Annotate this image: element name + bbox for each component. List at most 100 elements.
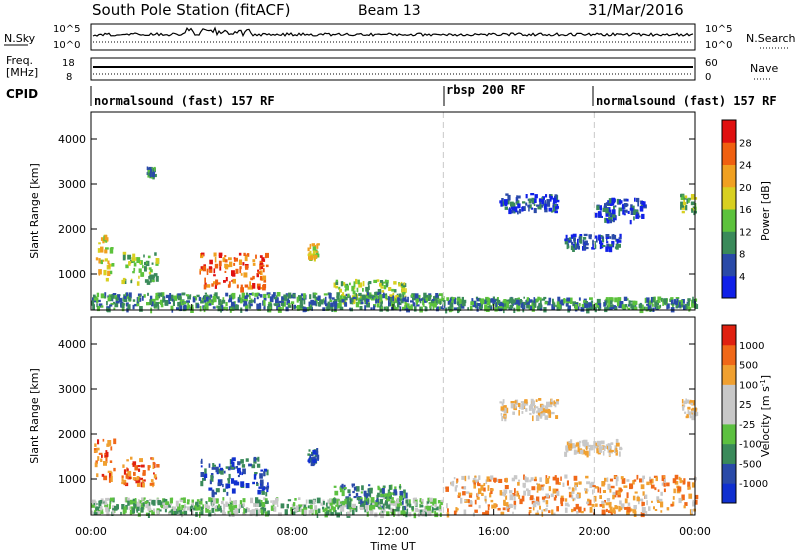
beam-label: Beam 13	[358, 3, 421, 19]
velocity-echo-cell	[536, 510, 539, 515]
velocity-echo-cell	[548, 401, 553, 408]
velocity-echo-cell	[602, 503, 605, 509]
velocity-echo-cell	[660, 491, 663, 496]
velocity-echo-cell	[197, 504, 201, 511]
velocity-echo-cell	[589, 483, 592, 488]
velocity-echo-cell	[533, 407, 536, 410]
velocity-echo-cell	[475, 479, 478, 483]
power-echo-cell	[654, 301, 658, 307]
velocity-echo-cell	[498, 478, 503, 483]
power-echo-cell	[538, 297, 542, 301]
velocity-echo-cell	[612, 491, 616, 496]
velocity-echo-cell	[179, 511, 183, 516]
velocity-echo-cell	[568, 440, 572, 444]
velocity-echo-cell	[564, 502, 569, 507]
power-echo-cell	[528, 205, 530, 212]
power-echo-cell	[547, 199, 549, 203]
velocity-echo-cell	[309, 454, 314, 457]
velocity-echo-cell	[298, 497, 301, 500]
power-echo-cell	[368, 285, 370, 291]
velocity-echo-cell	[227, 478, 230, 481]
power-echo-cell	[113, 301, 116, 305]
velocity-echo-cell	[573, 475, 578, 481]
power-echo-cell	[244, 284, 249, 288]
power-echo-cell	[425, 294, 429, 298]
velocity-echo-cell	[403, 492, 406, 498]
power-echo-cell	[349, 297, 352, 300]
velocity-echo-cell	[278, 512, 282, 516]
power-echo-cell	[553, 207, 556, 212]
power-echo-cell	[614, 205, 617, 208]
velocity-echo-cell	[222, 488, 226, 493]
power-echo-cell	[225, 292, 229, 297]
power-echo-cell	[149, 171, 152, 177]
power-echo-cell	[336, 303, 340, 309]
velocity-echo-cell	[564, 474, 568, 479]
velocity-echo-cell	[560, 502, 564, 507]
power-echo-cell	[650, 297, 653, 303]
velocity-echo-cell	[225, 501, 228, 507]
power-echo-cell	[470, 301, 474, 306]
power-echo-cell	[159, 292, 163, 297]
velocity-echo-cell	[525, 477, 529, 483]
velocity-echo-cell	[109, 460, 113, 463]
velocity-echo-cell	[505, 477, 508, 483]
power-echo-cell	[498, 306, 503, 309]
velocity-echo-cell	[521, 404, 524, 410]
power-echo-cell	[611, 209, 616, 215]
power-echo-cell	[573, 237, 576, 244]
power-echo-cell	[243, 297, 247, 301]
power-echo-cell	[338, 286, 341, 290]
velocity-echo-cell	[326, 506, 330, 509]
power-echo-cell	[645, 306, 649, 312]
velocity-colorbar-tick-label: 100	[739, 380, 758, 391]
velocity-echo-cell	[478, 505, 481, 509]
velocity-echo-cell	[504, 485, 509, 490]
power-colorbar-frame	[721, 119, 737, 299]
velocity-echo-cell	[262, 486, 266, 491]
power-echo-cell	[557, 296, 561, 303]
velocity-echo-cell	[548, 486, 551, 492]
power-echo-cell	[567, 245, 570, 249]
power-echo-cell	[351, 285, 355, 292]
power-echo-cell	[619, 301, 624, 307]
power-echo-cell	[203, 295, 207, 301]
velocity-echo-cell	[679, 477, 682, 484]
velocity-echo-cell	[125, 497, 128, 503]
velocity-echo-cell	[165, 504, 169, 509]
power-echo-cell	[547, 301, 551, 306]
power-echo-cell	[263, 299, 266, 306]
power-echo-cell	[355, 278, 358, 285]
power-echo-cell	[616, 198, 620, 204]
velocity-echo-cell	[430, 501, 434, 504]
power-echo-cell	[627, 307, 631, 310]
velocity-echo-cell	[575, 494, 579, 498]
velocity-echo-cell	[560, 497, 565, 502]
velocity-echo-cell	[262, 503, 265, 507]
velocity-echo-cell	[412, 497, 415, 504]
velocity-echo-cell	[577, 492, 581, 498]
velocity-echo-cell	[531, 400, 535, 404]
velocity-echo-cell	[655, 476, 658, 482]
power-colorbar-tick-label: 20	[739, 183, 752, 194]
power-echo-cell	[367, 298, 370, 302]
velocity-echo-cell	[578, 442, 581, 448]
velocity-echo-cell	[615, 447, 618, 453]
velocity-echo-cell	[414, 501, 417, 507]
power-echo-cell	[341, 299, 345, 303]
power-echo-cell	[404, 304, 407, 309]
velocity-echo-cell	[532, 502, 537, 508]
power-echo-cell	[564, 238, 569, 245]
power-echo-cell	[155, 258, 159, 262]
velocity-echo-cell	[127, 470, 132, 477]
power-echo-cell	[648, 305, 651, 309]
power-echo-cell	[221, 299, 226, 304]
power-echo-cell	[153, 303, 156, 309]
velocity-echo-cell	[529, 497, 534, 501]
velocity-echo-cell	[414, 507, 419, 512]
power-echo-cell	[572, 243, 576, 248]
velocity-echo-cell	[540, 413, 543, 418]
power-echo-cell	[217, 305, 222, 312]
velocity-echo-cell	[499, 490, 503, 496]
